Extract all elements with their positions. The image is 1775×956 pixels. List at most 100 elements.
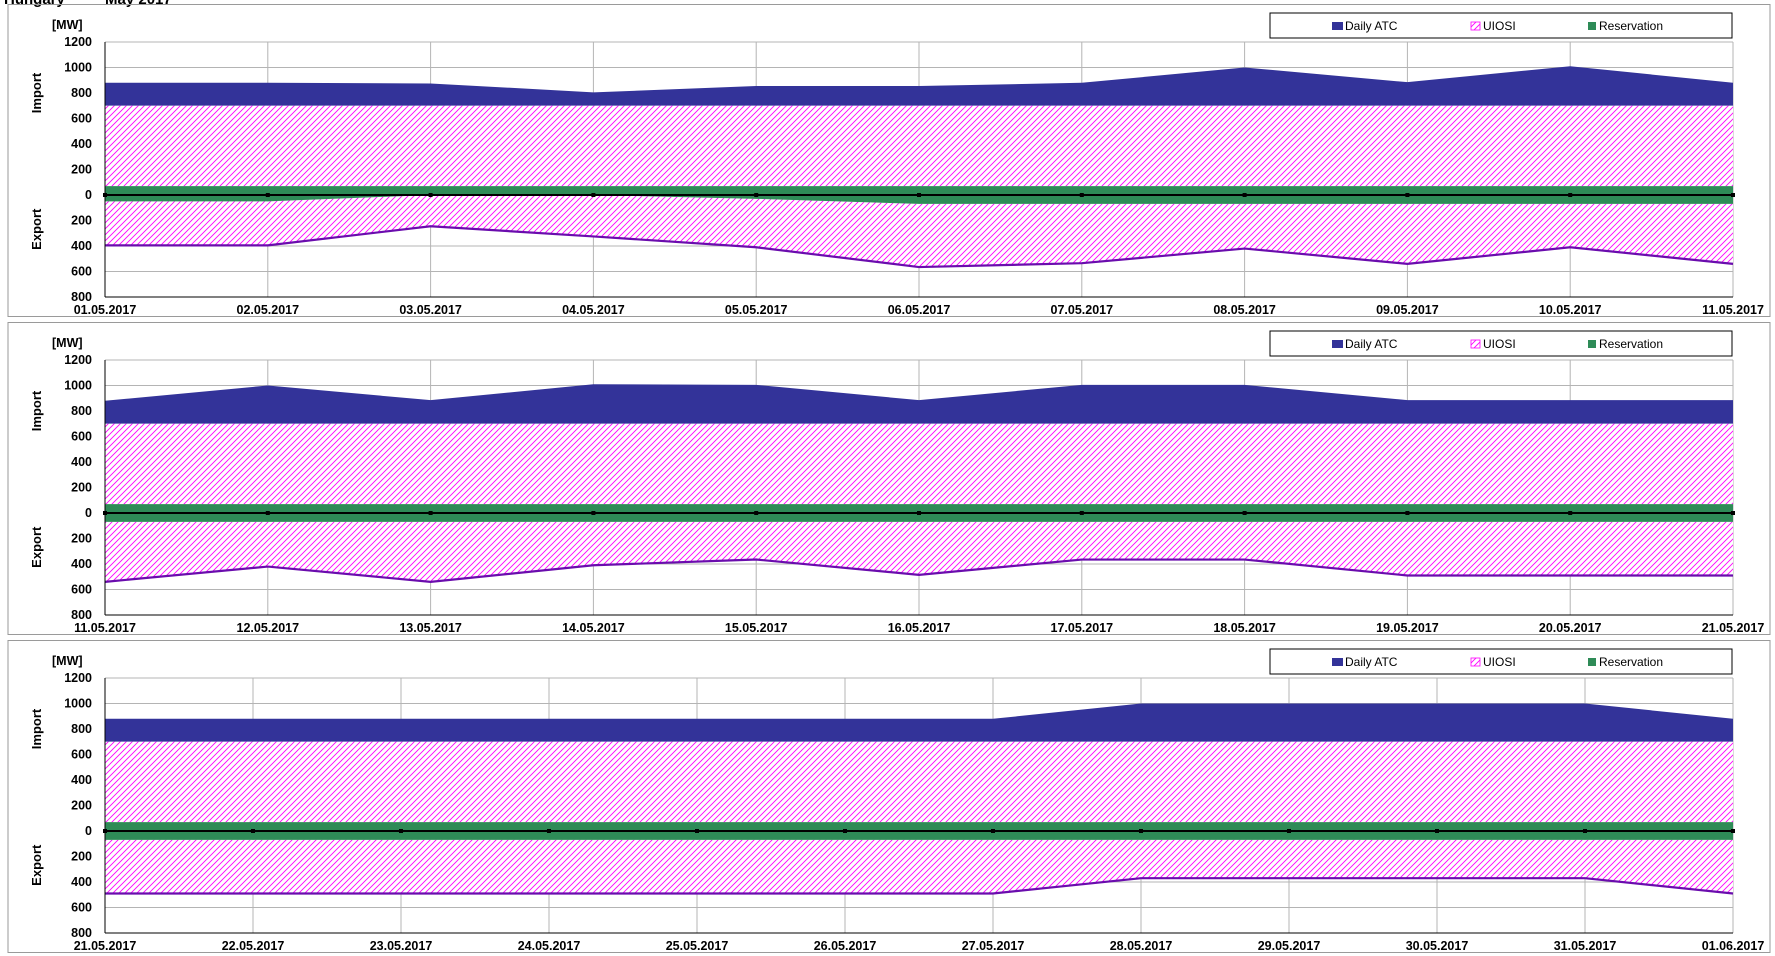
zero-line-marker [843, 829, 847, 833]
legend-label-reservation: Reservation [1599, 19, 1663, 33]
unit-label: [MW] [52, 654, 83, 668]
x-tick-label: 01.05.2017 [74, 303, 137, 317]
y-tick-label: 400 [71, 773, 92, 787]
x-tick-label: 29.05.2017 [1258, 939, 1321, 953]
legend-label-uiosi: UIOSI [1483, 337, 1516, 351]
x-tick-label: 05.05.2017 [725, 303, 788, 317]
y-tick-label: 800 [71, 608, 92, 622]
y-tick-label: 1200 [64, 353, 92, 367]
y-tick-label: 800 [71, 404, 92, 418]
x-tick-label: 20.05.2017 [1539, 621, 1602, 635]
legend-label-daily-atc: Daily ATC [1345, 337, 1398, 351]
y-tick-label: 400 [71, 875, 92, 889]
x-tick-label: 13.05.2017 [399, 621, 462, 635]
zero-line-marker [917, 193, 921, 197]
y-tick-label: 400 [71, 455, 92, 469]
x-tick-label: 11.05.2017 [74, 621, 136, 635]
legend-label-reservation: Reservation [1599, 337, 1663, 351]
legend-swatch-daily-atc [1332, 340, 1343, 348]
zero-line-marker [1435, 829, 1439, 833]
zero-line-marker [428, 511, 433, 515]
y-tick-label: 800 [71, 722, 92, 736]
y-tick-label: 800 [71, 86, 92, 100]
legend-label-daily-atc: Daily ATC [1345, 19, 1398, 33]
legend-label-daily-atc: Daily ATC [1345, 655, 1398, 669]
chart-panel-2: 1200 1000 800 600 400 200 0 200 400 600 800 [MW] Imp… [7, 322, 1771, 635]
legend-swatch-uiosi [1470, 21, 1481, 31]
series-uiosi-export [105, 195, 1733, 268]
zero-line-marker [547, 829, 551, 833]
y-tick-label: 800 [71, 290, 92, 304]
legend-label-uiosi: UIOSI [1483, 19, 1516, 33]
y-tick-label: 200 [71, 799, 92, 813]
import-axis-label: Import [29, 708, 44, 749]
y-tick-label: 600 [71, 748, 92, 762]
x-tick-label: 22.05.2017 [222, 939, 285, 953]
zero-line-marker [265, 511, 270, 515]
zero-line-marker [1568, 193, 1573, 197]
x-tick-label: 11.05.2017 [1702, 303, 1764, 317]
y-tick-label: 800 [71, 926, 92, 940]
legend: Daily ATC UIOSI Reservation [1269, 12, 1733, 39]
zero-line-marker [1079, 193, 1084, 197]
export-axis-label: Export [29, 526, 44, 568]
y-tick-label: 1200 [64, 35, 92, 49]
legend-label-uiosi: UIOSI [1483, 655, 1516, 669]
import-axis-label: Import [29, 72, 44, 113]
x-tick-label: 27.05.2017 [962, 939, 1025, 953]
y-tick-label: 400 [71, 137, 92, 151]
zero-line-marker [428, 193, 433, 197]
series-daily-atc-import [105, 384, 1733, 424]
series-daily-atc-import [105, 703, 1733, 742]
y-tick-label: 0 [85, 824, 92, 838]
import-axis-label: Import [29, 390, 44, 431]
zero-line-marker [1583, 829, 1587, 833]
x-tick-label: 23.05.2017 [370, 939, 433, 953]
series-daily-atc-import [105, 66, 1733, 106]
x-tick-label: 01.06.2017 [1702, 939, 1765, 953]
y-tick-label: 400 [71, 557, 92, 571]
series-uiosi-import [105, 105, 1733, 187]
legend-box [1269, 330, 1733, 357]
x-tick-label: 02.05.2017 [237, 303, 300, 317]
y-tick-label: 600 [71, 112, 92, 126]
series-uiosi-import [105, 741, 1733, 823]
x-tick-label: 21.05.2017 [1702, 621, 1765, 635]
unit-label: [MW] [52, 336, 83, 350]
zero-line-marker [754, 511, 759, 515]
x-tick-label: 19.05.2017 [1376, 621, 1439, 635]
x-tick-label: 25.05.2017 [666, 939, 729, 953]
y-tick-label: 1200 [64, 671, 92, 685]
y-tick-label: 200 [71, 481, 92, 495]
legend-swatch-uiosi [1470, 657, 1481, 667]
legend-box [1269, 648, 1733, 675]
zero-line-marker [754, 193, 759, 197]
x-tick-label: 04.05.2017 [562, 303, 625, 317]
x-tick-label: 06.05.2017 [888, 303, 951, 317]
series-daily-atc-export-line [105, 877, 1734, 895]
y-tick-label: 200 [71, 214, 92, 228]
y-tick-label: 600 [71, 583, 92, 597]
export-axis-label: Export [29, 208, 44, 250]
y-tick-label: 1000 [64, 379, 92, 393]
zero-line-marker [1568, 511, 1573, 515]
zero-line-marker [1079, 511, 1084, 515]
export-axis-label: Export [29, 844, 44, 886]
legend: Daily ATC UIOSI Reservation [1269, 330, 1733, 357]
legend-swatch-uiosi [1470, 339, 1481, 349]
legend: Daily ATC UIOSI Reservation [1269, 648, 1733, 675]
x-tick-label: 17.05.2017 [1051, 621, 1114, 635]
x-tick-label: 12.05.2017 [237, 621, 300, 635]
zero-line-marker [991, 829, 995, 833]
zero-line-marker [1287, 829, 1291, 833]
x-tick-label: 30.05.2017 [1406, 939, 1469, 953]
legend-swatch-daily-atc [1332, 658, 1343, 666]
x-tick-label: 16.05.2017 [888, 621, 951, 635]
x-tick-label: 15.05.2017 [725, 621, 788, 635]
x-tick-label: 03.05.2017 [399, 303, 462, 317]
y-tick-label: 0 [85, 188, 92, 202]
x-tick-label: 09.05.2017 [1376, 303, 1439, 317]
x-tick-label: 07.05.2017 [1051, 303, 1114, 317]
legend-swatch-daily-atc [1332, 22, 1343, 30]
zero-line-marker [1405, 511, 1410, 515]
